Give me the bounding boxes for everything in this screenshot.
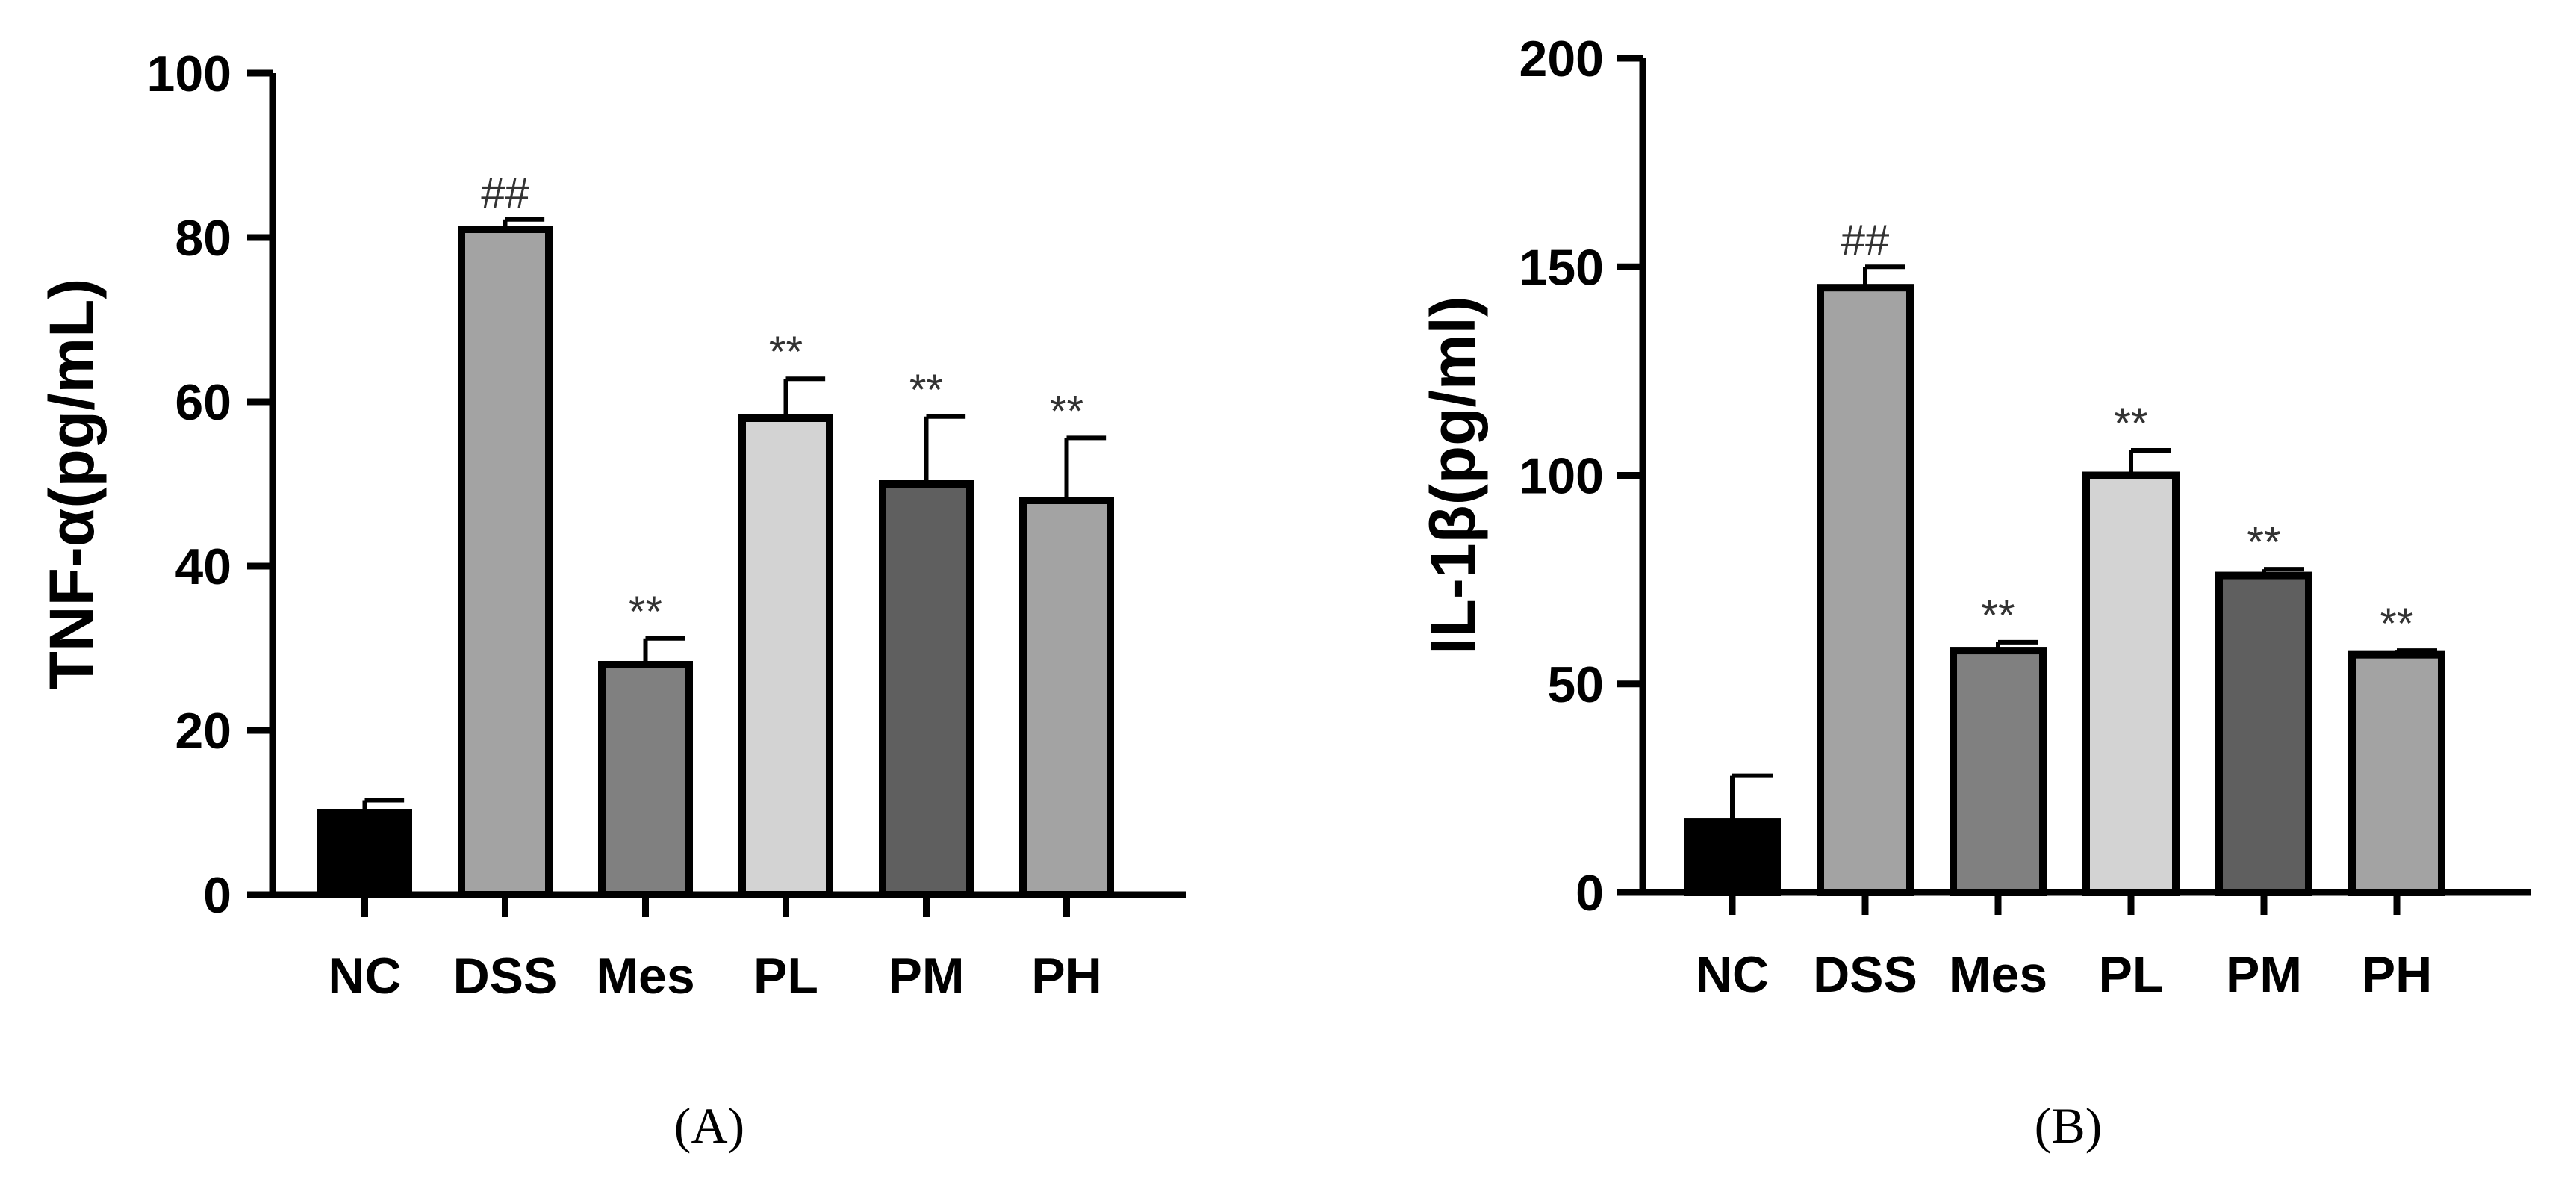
y-tick-label: 80 [175, 210, 231, 267]
significance-label: ** [769, 328, 803, 376]
bar-ph [2348, 650, 2445, 897]
significance-label: ** [629, 588, 662, 636]
bar-mes [598, 661, 693, 898]
y-tick-label: 100 [147, 46, 231, 102]
y-tick-label: 60 [175, 374, 231, 431]
y-tick-label: 0 [203, 867, 231, 924]
x-tick-label: PM [889, 948, 965, 1004]
y-tick-label: 150 [1519, 239, 1604, 296]
significance-label: ## [481, 169, 529, 217]
bar-ph [1019, 497, 1114, 898]
x-tick-label: NC [1696, 946, 1769, 1003]
panel-caption: (B) [2035, 1097, 2103, 1154]
x-tick-label: Mes [596, 948, 694, 1004]
x-tick-label: DSS [1813, 946, 1917, 1003]
y-axis-title: TNF-α(pg/mL) [37, 279, 107, 690]
x-tick-label: PH [1031, 948, 1101, 1004]
y-tick-label: 200 [1519, 31, 1604, 87]
significance-label: ** [1981, 591, 2015, 640]
significance-label: ** [909, 366, 943, 414]
y-tick-label: 40 [175, 538, 231, 595]
chart-panel-2: 0 50 100 150 200 IL-1β(pg/ml) NC ## DSS ** Mes ** PL… [1418, 31, 2531, 1154]
bar-pm [879, 480, 974, 898]
panel-caption: (A) [674, 1097, 744, 1154]
y-tick-label: 100 [1519, 448, 1604, 505]
x-tick-label: PM [2226, 946, 2302, 1003]
x-tick-label: PL [753, 948, 818, 1004]
y-tick-label: 0 [1575, 865, 1604, 922]
bar-mes [1950, 647, 2047, 896]
significance-label: ** [1050, 387, 1083, 435]
bar-nc [1684, 818, 1781, 897]
significance-label: ** [2380, 600, 2413, 648]
x-tick-label: DSS [453, 948, 558, 1004]
x-tick-label: PL [2099, 946, 2164, 1003]
bar-pm [2215, 571, 2312, 896]
y-tick-label: 50 [1547, 656, 1604, 713]
bar-dss [458, 226, 553, 898]
bar-nc [317, 809, 412, 898]
x-tick-label: NC [328, 948, 401, 1004]
x-tick-label: Mes [1949, 946, 2047, 1003]
significance-label: ** [2114, 400, 2147, 448]
significance-label: ## [1841, 216, 1890, 264]
bar-pl [2082, 471, 2180, 896]
significance-label: ** [2247, 518, 2280, 567]
y-axis-title: IL-1β(pg/ml) [1418, 296, 1488, 655]
y-tick-label: 20 [175, 703, 231, 760]
bar-dss [1817, 284, 1914, 896]
bar-pl [738, 414, 833, 898]
x-tick-label: PH [2362, 946, 2432, 1003]
chart-panel-1: 0 20 40 60 80 100 TNF-α(pg/mL) NC ## DSS ** Mes ** PL… [37, 46, 1186, 1154]
